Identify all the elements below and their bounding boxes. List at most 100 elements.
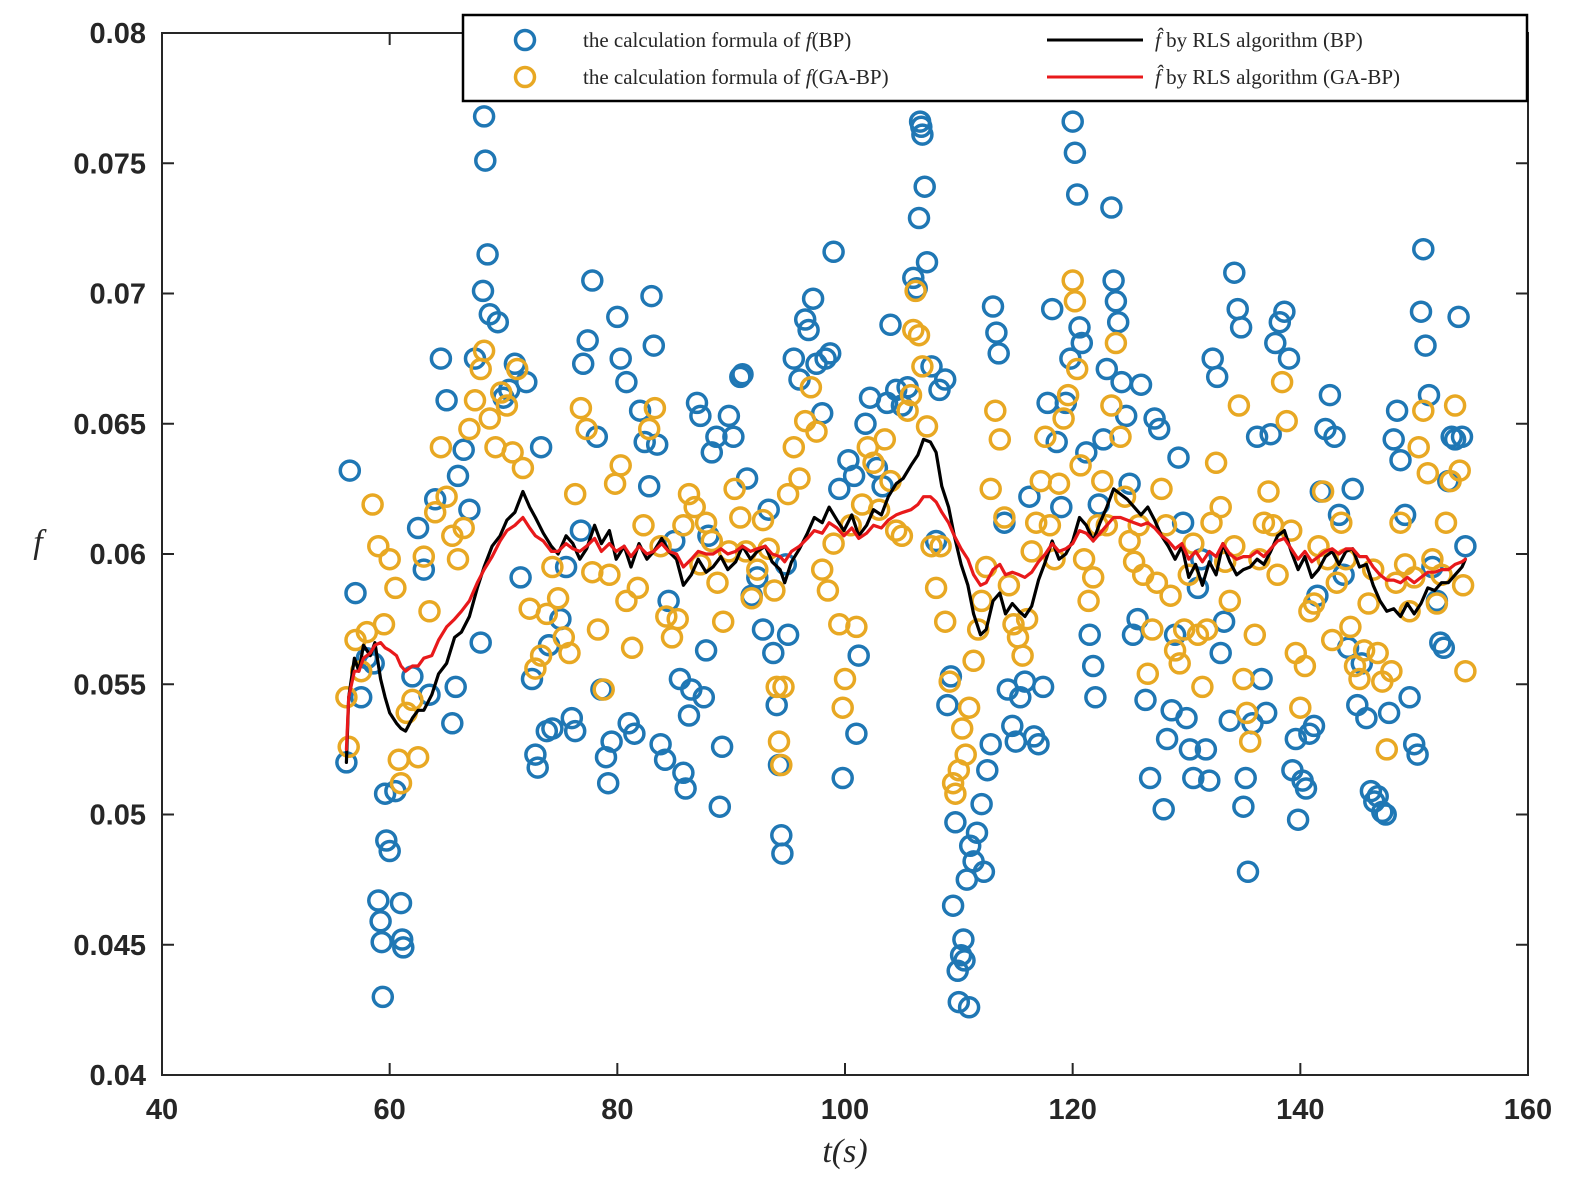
scatter-point: [751, 618, 775, 641]
legend-label-gabp: the calculation formula of f(GA-BP): [583, 65, 889, 89]
scatter-point: [452, 438, 475, 462]
scatter-point: [1129, 373, 1153, 396]
scatter-point: [1434, 511, 1458, 534]
scatter-point: [1454, 534, 1477, 558]
scatter-point: [776, 482, 800, 506]
scatter-point: [847, 644, 870, 667]
scatter-point: [429, 435, 453, 459]
scatter-point: [915, 250, 939, 274]
scatter-point: [1352, 639, 1376, 662]
scatter-point: [910, 115, 933, 139]
scatter-point: [1259, 422, 1282, 446]
scatter-point: [1134, 688, 1157, 712]
scatter-point: [452, 516, 475, 540]
scatter-point: [1084, 686, 1107, 709]
scatter-point: [1038, 514, 1062, 537]
scatter-point: [1448, 459, 1471, 482]
scatter-point: [913, 175, 936, 198]
legend-label-rls-gabp: f̂ by RLS algorithm (GA-BP): [1155, 65, 1400, 89]
scatter-point: [1095, 514, 1119, 537]
scatter-point: [862, 451, 885, 475]
scatter-point: [1205, 365, 1229, 389]
scatter-point: [389, 771, 413, 795]
scatter-point: [899, 383, 923, 407]
scatter-point: [1068, 316, 1091, 339]
scatter-point: [367, 889, 390, 912]
scatter-point: [463, 389, 487, 412]
scatter-point: [1063, 141, 1087, 165]
scatter-point: [1075, 441, 1098, 464]
scatter-point: [446, 547, 470, 571]
scatter-point: [1325, 571, 1349, 594]
scatter-point: [1152, 798, 1175, 821]
scatter-point: [367, 534, 390, 558]
y-tick-label: 0.04: [90, 1060, 146, 1092]
scatter-point: [944, 811, 967, 834]
scatter-point: [816, 579, 840, 602]
scatter-point: [444, 675, 467, 699]
scatter-point: [997, 574, 1021, 597]
scatter-point: [782, 435, 806, 459]
scatter-point: [609, 347, 632, 370]
scatter-point: [782, 347, 806, 370]
scatter-point: [797, 318, 820, 342]
scatter-point: [1311, 480, 1335, 503]
scatter-point: [373, 782, 397, 805]
scatter-point: [1218, 589, 1242, 613]
scatter-point: [657, 589, 680, 613]
scatter-point: [911, 355, 934, 378]
y-tick-label: 0.06: [90, 539, 146, 571]
scatter-point: [1114, 404, 1138, 428]
scatter-point: [941, 894, 965, 917]
scatter-point: [1273, 300, 1296, 323]
scatter-point: [458, 417, 481, 441]
scatter-point: [1204, 451, 1228, 475]
scatter-point: [609, 454, 632, 477]
scatter-point: [524, 743, 547, 766]
scatter-point: [1141, 618, 1164, 641]
scatter-point: [729, 506, 752, 529]
scatter-point: [1270, 370, 1294, 394]
scatter-point: [1015, 607, 1039, 631]
series-line-2: [344, 437, 1467, 764]
scatter-point: [1081, 654, 1105, 678]
scatter-point: [1266, 563, 1289, 587]
scatter-point: [981, 295, 1005, 318]
scatter-point: [771, 842, 794, 865]
scatter-point: [1402, 732, 1426, 756]
scatter-point: [1138, 766, 1162, 790]
scatter-point: [801, 287, 825, 310]
scatter-point: [1072, 547, 1096, 571]
scatter-point: [805, 420, 828, 443]
scatter-point: [1143, 407, 1166, 430]
scatter-point: [933, 368, 957, 391]
scatter-point: [993, 506, 1016, 529]
scatter-point: [435, 485, 458, 508]
scatter-point: [1348, 667, 1371, 691]
scatter-point: [984, 399, 1007, 422]
scatter-point: [1432, 636, 1456, 660]
scatter-point: [896, 399, 919, 422]
scatter-point: [372, 613, 396, 636]
scatter-point: [746, 566, 769, 589]
scatter-point: [637, 475, 661, 498]
scatter-point: [979, 732, 1002, 756]
scatter-point: [954, 743, 977, 766]
scatter-point: [361, 493, 384, 516]
scatter-point: [1209, 641, 1232, 665]
scatter-point: [722, 425, 745, 449]
scatter-point: [384, 576, 407, 600]
scatter-point: [822, 240, 845, 264]
x-tick-label: 100: [821, 1094, 869, 1126]
scatter-point: [505, 357, 529, 381]
scatter-point: [369, 910, 392, 933]
scatter-point: [1031, 675, 1055, 699]
scatter-point: [338, 459, 362, 482]
scatter-point: [472, 105, 496, 128]
scatter-point: [987, 342, 1010, 365]
scatter-point: [672, 761, 695, 785]
scatter-point: [509, 566, 532, 589]
scatter-point: [1109, 425, 1132, 449]
scatter-point: [586, 618, 610, 641]
scatter-point: [957, 996, 981, 1019]
